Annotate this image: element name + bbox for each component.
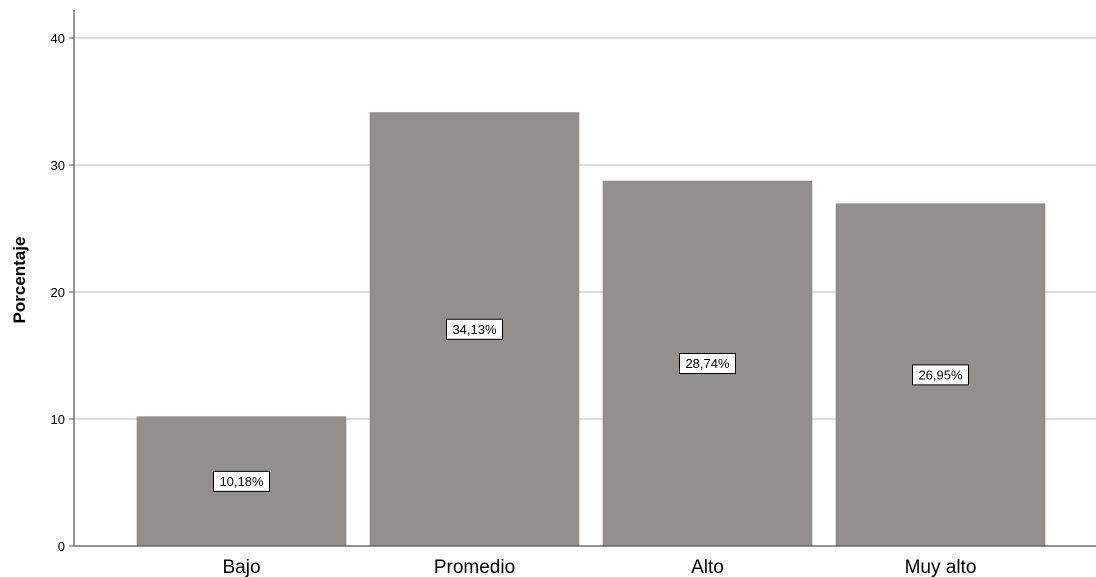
data-label: 26,95% <box>912 364 969 386</box>
bars <box>136 112 1046 547</box>
data-label-box <box>446 318 503 340</box>
data-label-text: 26,95% <box>918 367 963 382</box>
data-label-text: 34,13% <box>452 322 497 337</box>
y-tick-label: 10 <box>51 412 65 427</box>
y-tick-label: 30 <box>51 158 65 173</box>
y-axis-title: Porcentaje <box>10 237 29 324</box>
x-category-labels: Bajo Promedio Alto Muy alto <box>222 557 976 577</box>
y-tick-label: 40 <box>51 31 65 46</box>
x-category-label: Alto <box>691 557 724 577</box>
x-category-label: Promedio <box>434 557 515 577</box>
data-label: 34,13% <box>446 318 503 340</box>
data-label: 10,18% <box>213 470 270 492</box>
data-labels: 10,18% 34,13% 28,74% 26,95% <box>213 318 969 492</box>
axes <box>73 10 1096 547</box>
data-label-box <box>213 470 270 492</box>
data-label-text: 28,74% <box>685 356 730 371</box>
x-category-label: Muy alto <box>905 557 977 577</box>
y-tick-label: 20 <box>51 285 65 300</box>
x-category-label: Bajo <box>222 557 260 577</box>
data-label-box <box>912 364 969 386</box>
y-tick-labels: 0 10 20 30 40 <box>51 31 74 554</box>
data-label-box <box>679 353 736 375</box>
y-tick-label: 0 <box>58 539 65 554</box>
data-label: 28,74% <box>679 353 736 375</box>
data-label-text: 10,18% <box>219 474 264 489</box>
